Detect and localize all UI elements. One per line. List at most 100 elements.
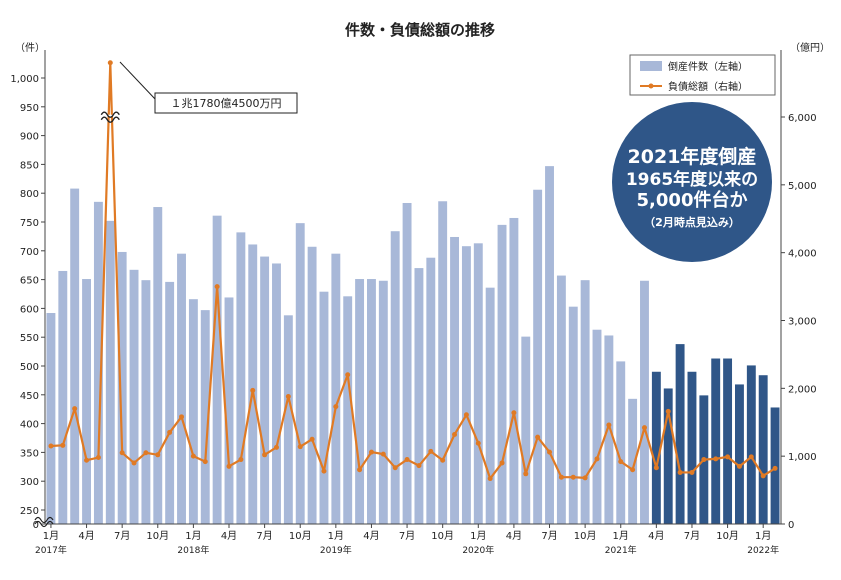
y-right-tick-label: 1,000 bbox=[788, 452, 817, 463]
line-point bbox=[594, 456, 600, 462]
bar bbox=[568, 306, 578, 524]
x-tick-label: 10月 bbox=[716, 530, 739, 542]
y-right-tick-label: 2,000 bbox=[788, 384, 817, 395]
y-left-unit: （件） bbox=[15, 42, 45, 54]
bar bbox=[533, 189, 543, 524]
line-point bbox=[309, 436, 315, 442]
bar bbox=[129, 269, 139, 524]
bar bbox=[248, 244, 258, 525]
bar bbox=[390, 231, 400, 524]
y-left-tick-label: 0 bbox=[33, 520, 39, 531]
badge-line4: （2月時点見込み） bbox=[644, 215, 740, 229]
peak-break-mark bbox=[100, 111, 120, 118]
y-left-tick-label: 300 bbox=[20, 477, 39, 488]
x-year-label: 2018年 bbox=[177, 544, 209, 556]
bar bbox=[628, 398, 638, 524]
line-point bbox=[452, 431, 458, 437]
line-point bbox=[238, 457, 244, 463]
forecast-badge: 2021年度倒産 1965年度以来の 5,000件台か （2月時点見込み） bbox=[612, 102, 772, 262]
line-point bbox=[630, 467, 636, 473]
x-tick-label: 10月 bbox=[574, 530, 597, 542]
line-point bbox=[404, 457, 410, 463]
y-right-tick-label: 5,000 bbox=[788, 181, 817, 192]
y-left-tick-label: 450 bbox=[20, 391, 39, 402]
y-left-tick-label: 350 bbox=[20, 448, 39, 459]
line-point bbox=[677, 469, 683, 475]
x-tick-label: 1月 bbox=[328, 530, 344, 542]
bar bbox=[473, 243, 483, 524]
badge-line1: 2021年度倒産 bbox=[628, 145, 757, 168]
legend: 倒産件数（左軸） 負債総額（右軸） bbox=[629, 54, 776, 96]
line-point bbox=[487, 476, 493, 482]
line-point bbox=[226, 463, 232, 469]
x-tick-label: 1月 bbox=[43, 530, 59, 542]
line-point bbox=[701, 457, 707, 463]
bar bbox=[592, 329, 602, 524]
bar bbox=[307, 246, 317, 524]
x-tick-label: 4月 bbox=[506, 530, 522, 542]
axis-break-mark bbox=[34, 516, 54, 524]
line-point bbox=[179, 414, 185, 420]
bar bbox=[105, 220, 115, 524]
bar bbox=[663, 388, 673, 524]
bar bbox=[414, 268, 424, 524]
line-point bbox=[618, 459, 624, 465]
bar bbox=[509, 217, 519, 524]
line-point bbox=[143, 450, 149, 456]
x-tick-label: 4月 bbox=[221, 530, 237, 542]
line-point bbox=[321, 468, 327, 474]
legend-line-label: 負債総額（右軸） bbox=[668, 80, 748, 93]
line-point bbox=[273, 444, 279, 450]
peak-annotation: １兆1780億4500万円 bbox=[171, 97, 282, 110]
line-point bbox=[357, 467, 363, 473]
chart-title: 件数・負債総額の推移 bbox=[345, 21, 495, 39]
x-year-label: 2017年 bbox=[35, 544, 67, 556]
bar bbox=[212, 215, 222, 524]
bar bbox=[295, 223, 305, 525]
line-point bbox=[95, 455, 101, 461]
line-point bbox=[582, 475, 588, 481]
line-point bbox=[772, 465, 778, 471]
bar bbox=[735, 384, 744, 524]
x-tick-label: 10月 bbox=[289, 530, 312, 542]
x-tick-label: 1月 bbox=[755, 530, 771, 542]
line-point bbox=[155, 452, 161, 458]
y-left-tick-label: 750 bbox=[20, 218, 39, 229]
line-point bbox=[689, 469, 695, 475]
line-point bbox=[333, 404, 339, 410]
y-left-tick-label: 850 bbox=[20, 160, 39, 171]
line-point bbox=[558, 474, 564, 480]
bar bbox=[640, 280, 649, 524]
x-tick-label: 7月 bbox=[256, 530, 272, 542]
bar bbox=[426, 257, 436, 524]
x-tick-label: 1月 bbox=[613, 530, 629, 542]
y-left-tick-label: 1,000 bbox=[10, 74, 39, 85]
x-tick-label: 4月 bbox=[78, 530, 94, 542]
bar bbox=[545, 166, 554, 525]
y-right-tick-label: 3,000 bbox=[788, 317, 817, 328]
y-left-tick-label: 400 bbox=[20, 420, 39, 431]
badge-line3: 5,000件台か bbox=[637, 189, 748, 211]
y-right-tick-label: 6,000 bbox=[788, 113, 817, 124]
y-right-tick-label: 4,000 bbox=[788, 249, 817, 260]
bar bbox=[675, 344, 685, 524]
line-point bbox=[368, 449, 374, 455]
peak-break-mark bbox=[100, 116, 120, 123]
line-point bbox=[511, 410, 517, 416]
line-point bbox=[416, 463, 422, 469]
bar bbox=[367, 279, 376, 524]
bar bbox=[236, 232, 246, 525]
bar bbox=[319, 291, 329, 524]
legend-line-marker bbox=[648, 83, 654, 89]
line-point bbox=[570, 474, 576, 480]
bar bbox=[711, 358, 721, 524]
line-point bbox=[499, 460, 505, 466]
x-year-label: 2021年 bbox=[605, 544, 637, 556]
y-right-tick-label: 0 bbox=[788, 520, 794, 531]
bar bbox=[687, 371, 697, 524]
bar bbox=[450, 236, 459, 524]
bar bbox=[604, 335, 614, 524]
bar bbox=[746, 365, 756, 524]
line-point bbox=[262, 452, 268, 458]
